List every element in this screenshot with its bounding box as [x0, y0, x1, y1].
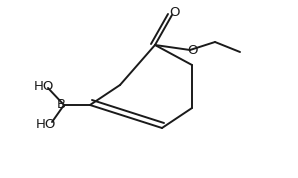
- Text: HO: HO: [34, 80, 54, 93]
- Text: O: O: [169, 6, 179, 19]
- Text: HO: HO: [36, 117, 56, 130]
- Text: O: O: [187, 44, 197, 57]
- Text: B: B: [56, 98, 66, 111]
